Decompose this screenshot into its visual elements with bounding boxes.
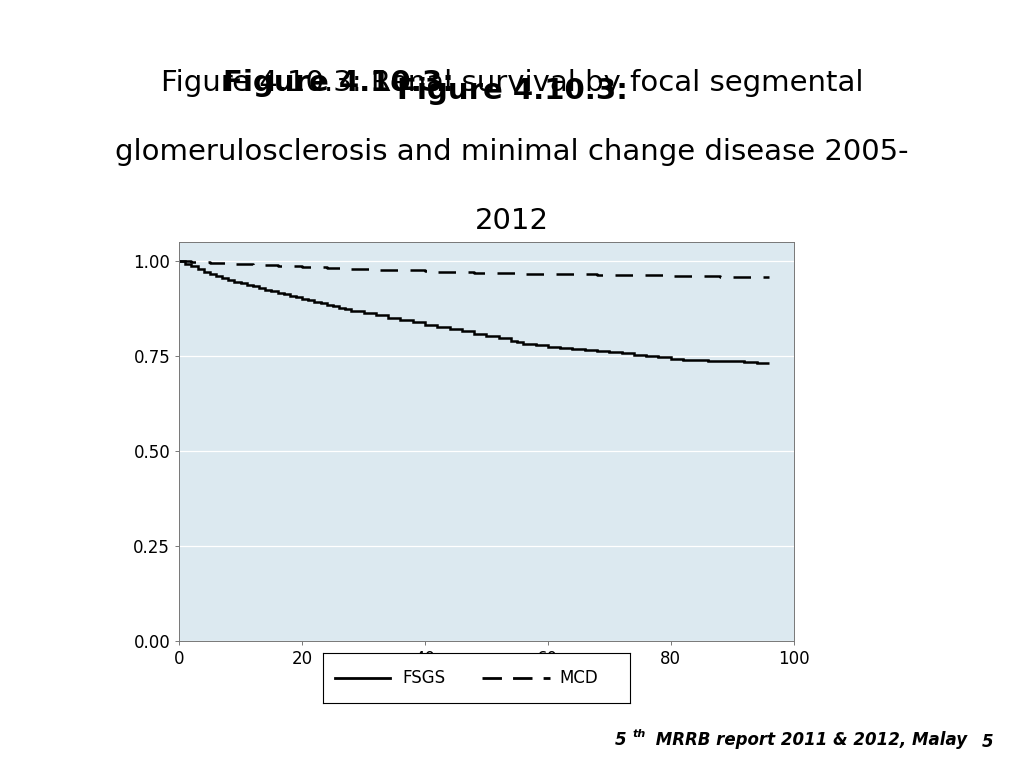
X-axis label: Duration (months): Duration (months) xyxy=(410,675,563,694)
Text: MCD: MCD xyxy=(559,669,598,687)
Text: MRRB report 2011 & 2012, Malay: MRRB report 2011 & 2012, Malay xyxy=(650,731,968,749)
Text: Figure 4.10.3:: Figure 4.10.3: xyxy=(396,77,628,104)
Text: 5: 5 xyxy=(614,731,626,749)
Text: 5: 5 xyxy=(982,733,993,751)
Text: th: th xyxy=(633,729,645,739)
Text: Figure 4.10.3:: Figure 4.10.3: xyxy=(223,69,454,97)
Text: glomerulosclerosis and minimal change disease 2005-: glomerulosclerosis and minimal change di… xyxy=(116,138,908,166)
Text: 2012: 2012 xyxy=(475,207,549,235)
Text: FSGS: FSGS xyxy=(402,669,445,687)
Text: Figure 4.10.3: Renal survival by focal segmental: Figure 4.10.3: Renal survival by focal s… xyxy=(161,69,863,97)
